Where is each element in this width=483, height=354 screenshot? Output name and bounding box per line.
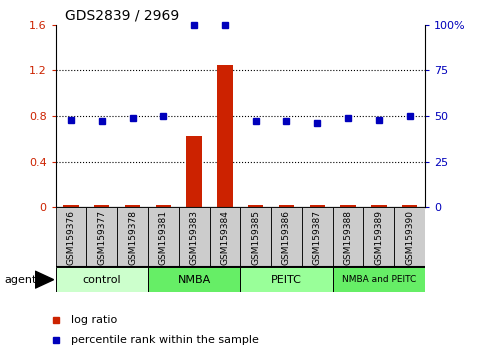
- Bar: [125, 205, 140, 207]
- Text: control: control: [83, 275, 121, 285]
- Text: GDS2839 / 2969: GDS2839 / 2969: [65, 9, 180, 23]
- Text: GSM159385: GSM159385: [251, 210, 260, 265]
- Text: GSM159378: GSM159378: [128, 210, 137, 265]
- Bar: [310, 205, 325, 207]
- Text: GSM159390: GSM159390: [405, 210, 414, 265]
- Bar: [333, 267, 425, 292]
- Bar: [279, 205, 294, 207]
- Bar: [56, 207, 86, 267]
- Bar: [179, 207, 210, 267]
- Bar: [94, 205, 110, 207]
- Bar: [302, 207, 333, 267]
- Text: GSM159389: GSM159389: [374, 210, 384, 265]
- Bar: [148, 267, 241, 292]
- Text: PEITC: PEITC: [271, 275, 302, 285]
- Text: GSM159381: GSM159381: [159, 210, 168, 265]
- Text: GSM159386: GSM159386: [282, 210, 291, 265]
- Bar: [186, 136, 202, 207]
- Bar: [248, 205, 263, 207]
- Bar: [341, 205, 356, 207]
- Text: NMBA and PEITC: NMBA and PEITC: [342, 275, 416, 284]
- Text: NMBA: NMBA: [177, 275, 211, 285]
- Text: GSM159376: GSM159376: [67, 210, 75, 265]
- Bar: [333, 207, 364, 267]
- Bar: [371, 205, 386, 207]
- Bar: [240, 207, 271, 267]
- Bar: [56, 267, 148, 292]
- Bar: [240, 267, 333, 292]
- Text: GSM159387: GSM159387: [313, 210, 322, 265]
- Text: GSM159388: GSM159388: [343, 210, 353, 265]
- Bar: [63, 205, 79, 207]
- Bar: [364, 207, 394, 267]
- Text: GSM159383: GSM159383: [190, 210, 199, 265]
- Bar: [271, 207, 302, 267]
- Text: percentile rank within the sample: percentile rank within the sample: [71, 335, 258, 345]
- Bar: [148, 207, 179, 267]
- Polygon shape: [35, 271, 54, 288]
- Bar: [156, 205, 171, 207]
- Bar: [210, 207, 240, 267]
- Bar: [394, 207, 425, 267]
- Text: GSM159384: GSM159384: [220, 210, 229, 265]
- Bar: [217, 65, 233, 207]
- Bar: [86, 207, 117, 267]
- Bar: [117, 207, 148, 267]
- Text: GSM159377: GSM159377: [97, 210, 106, 265]
- Text: log ratio: log ratio: [71, 315, 117, 325]
- Bar: [402, 205, 417, 207]
- Text: agent: agent: [5, 275, 37, 285]
